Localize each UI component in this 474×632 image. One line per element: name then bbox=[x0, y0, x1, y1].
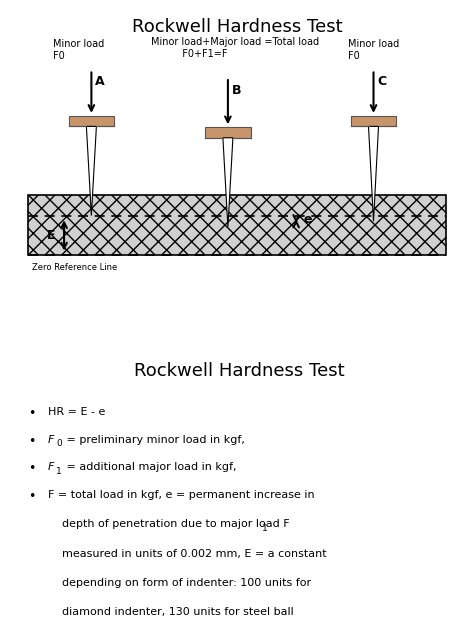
Bar bbox=[27, 195, 447, 255]
Text: Zero Reference Line: Zero Reference Line bbox=[32, 263, 118, 272]
Polygon shape bbox=[223, 138, 233, 227]
Text: •: • bbox=[27, 435, 35, 447]
Bar bbox=[205, 127, 251, 138]
Text: HR = E - e: HR = E - e bbox=[48, 407, 105, 416]
Text: E: E bbox=[47, 229, 55, 242]
Text: = preliminary minor load in kgf,: = preliminary minor load in kgf, bbox=[64, 435, 245, 444]
Text: measured in units of 0.002 mm, E = a constant: measured in units of 0.002 mm, E = a con… bbox=[48, 549, 327, 559]
Text: depth of penetration due to major load F: depth of penetration due to major load F bbox=[48, 520, 290, 530]
Text: A: A bbox=[95, 75, 105, 88]
Text: e: e bbox=[303, 213, 312, 226]
Text: •: • bbox=[27, 407, 35, 420]
Text: Minor load
F0: Minor load F0 bbox=[348, 39, 400, 61]
Text: = additional major load in kgf,: = additional major load in kgf, bbox=[64, 463, 237, 472]
Text: diamond indenter, 130 units for steel ball: diamond indenter, 130 units for steel ba… bbox=[48, 607, 294, 617]
Text: F: F bbox=[48, 463, 55, 472]
Text: F = total load in kgf, e = permanent increase in: F = total load in kgf, e = permanent inc… bbox=[48, 490, 315, 500]
Text: Minor load+Major load =Total load
          F0+F1=F: Minor load+Major load =Total load F0+F1=… bbox=[151, 37, 319, 59]
Polygon shape bbox=[368, 126, 379, 221]
Text: Minor load
F0: Minor load F0 bbox=[53, 39, 104, 61]
Bar bbox=[351, 116, 396, 126]
Text: depending on form of indenter: 100 units for: depending on form of indenter: 100 units… bbox=[48, 578, 311, 588]
Text: 1: 1 bbox=[56, 466, 62, 475]
Text: C: C bbox=[377, 75, 386, 88]
Text: Rockwell Hardness Test: Rockwell Hardness Test bbox=[132, 18, 342, 36]
Text: Rockwell Hardness Test: Rockwell Hardness Test bbox=[134, 362, 345, 380]
Text: 1: 1 bbox=[263, 524, 268, 533]
Bar bbox=[69, 116, 114, 126]
Text: •: • bbox=[27, 490, 35, 503]
Text: 0: 0 bbox=[56, 439, 62, 447]
Text: •: • bbox=[27, 463, 35, 475]
Text: B: B bbox=[231, 84, 241, 97]
Polygon shape bbox=[86, 126, 96, 216]
Text: F: F bbox=[48, 435, 55, 444]
